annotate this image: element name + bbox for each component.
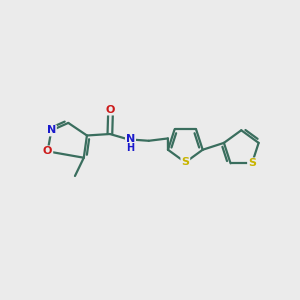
Text: methyl: methyl xyxy=(74,181,78,182)
Text: N: N xyxy=(126,134,135,144)
Text: N: N xyxy=(47,125,56,136)
Text: O: O xyxy=(43,146,52,156)
Text: H: H xyxy=(126,142,135,153)
Text: O: O xyxy=(106,105,115,115)
Text: S: S xyxy=(248,158,256,168)
Text: S: S xyxy=(181,158,189,167)
